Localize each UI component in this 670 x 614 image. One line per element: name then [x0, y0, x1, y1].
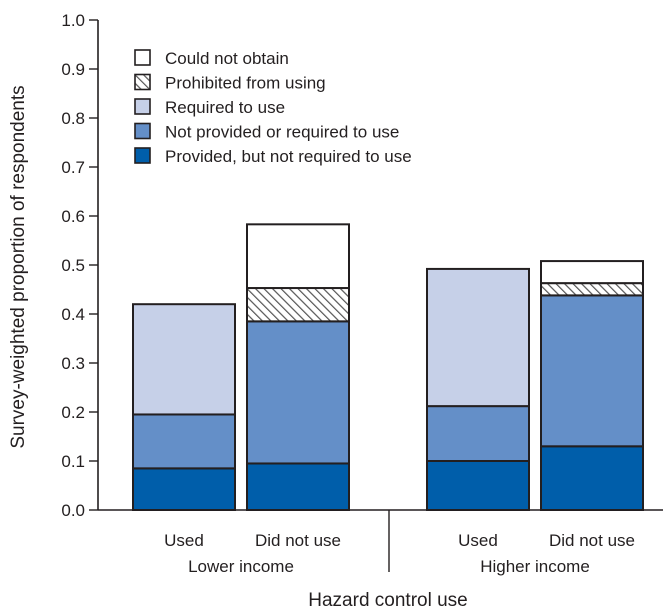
y-tick-label: 0.2 — [61, 403, 85, 422]
y-tick-label: 0.1 — [61, 452, 85, 471]
legend: Could not obtain Prohibited from using Req… — [134, 49, 412, 166]
y-tick-label: 0.6 — [61, 207, 85, 226]
bar-segment-provided-but-not-required-to-use — [426, 460, 530, 511]
bar-segment-required-to-use — [132, 303, 236, 416]
legend-swatch-could-not-obtain — [134, 49, 151, 66]
bar-segment-not-provided-or-required-to-use — [132, 413, 236, 470]
x-category-label: Did not use — [255, 531, 341, 550]
bars — [132, 223, 644, 512]
bar-segment-provided-but-not-required-to-use — [132, 467, 236, 512]
y-tick-label: 0.0 — [61, 501, 85, 520]
y-tick-label: 0.4 — [61, 305, 85, 324]
bar-segment-could-not-obtain — [540, 260, 644, 285]
y-ticks: 0.0 0.1 0.2 0.3 0.4 0.5 0.6 0.7 0.8 0.9 1.0 — [61, 11, 98, 520]
bar-segment-not-provided-or-required-to-use — [246, 320, 350, 465]
bar-segment-provided-but-not-required-to-use — [540, 445, 644, 511]
bar-segment-not-provided-or-required-to-use — [426, 405, 530, 462]
x-labels: Used Did not use Used Did not use Lower inco… — [164, 531, 635, 576]
y-tick-label: 0.9 — [61, 60, 85, 79]
bar-segment-could-not-obtain — [246, 223, 350, 290]
legend-swatch-provided-but-not-required-to-use — [134, 147, 151, 164]
x-category-label: Did not use — [549, 531, 635, 550]
x-axis-title: Hazard control use — [308, 590, 467, 611]
legend-swatch-required-to-use — [134, 98, 151, 115]
x-group-label: Higher income — [480, 557, 590, 576]
bar-segment-not-provided-or-required-to-use — [540, 294, 644, 448]
legend-label-not-provided-or-required-to-use: Not provided or required to use — [165, 123, 399, 142]
y-tick-label: 0.3 — [61, 354, 85, 373]
y-tick-label: 0.8 — [61, 109, 85, 128]
y-tick-label: 0.7 — [61, 158, 85, 177]
legend-label-required-to-use: Required to use — [165, 98, 285, 117]
bar-segment-prohibited-from-using — [246, 287, 350, 323]
bar-segment-prohibited-from-using — [540, 282, 644, 297]
bar-segment-required-to-use — [426, 267, 530, 408]
y-axis-title: Survey-weighted proportion of respondent… — [8, 85, 29, 448]
y-tick-label: 1.0 — [61, 11, 85, 30]
x-category-label: Used — [458, 531, 498, 550]
legend-label-provided-but-not-required-to-use: Provided, but not required to use — [165, 147, 412, 166]
legend-swatch-not-provided-or-required-to-use — [134, 122, 151, 140]
x-group-label: Lower income — [188, 557, 294, 576]
legend-label-prohibited-from-using: Prohibited from using — [165, 74, 326, 93]
legend-label-could-not-obtain: Could not obtain — [165, 49, 289, 68]
y-tick-label: 0.5 — [61, 256, 85, 275]
bar-segment-provided-but-not-required-to-use — [246, 462, 350, 512]
x-category-label: Used — [164, 531, 204, 550]
legend-swatch-prohibited-from-using — [134, 73, 151, 91]
